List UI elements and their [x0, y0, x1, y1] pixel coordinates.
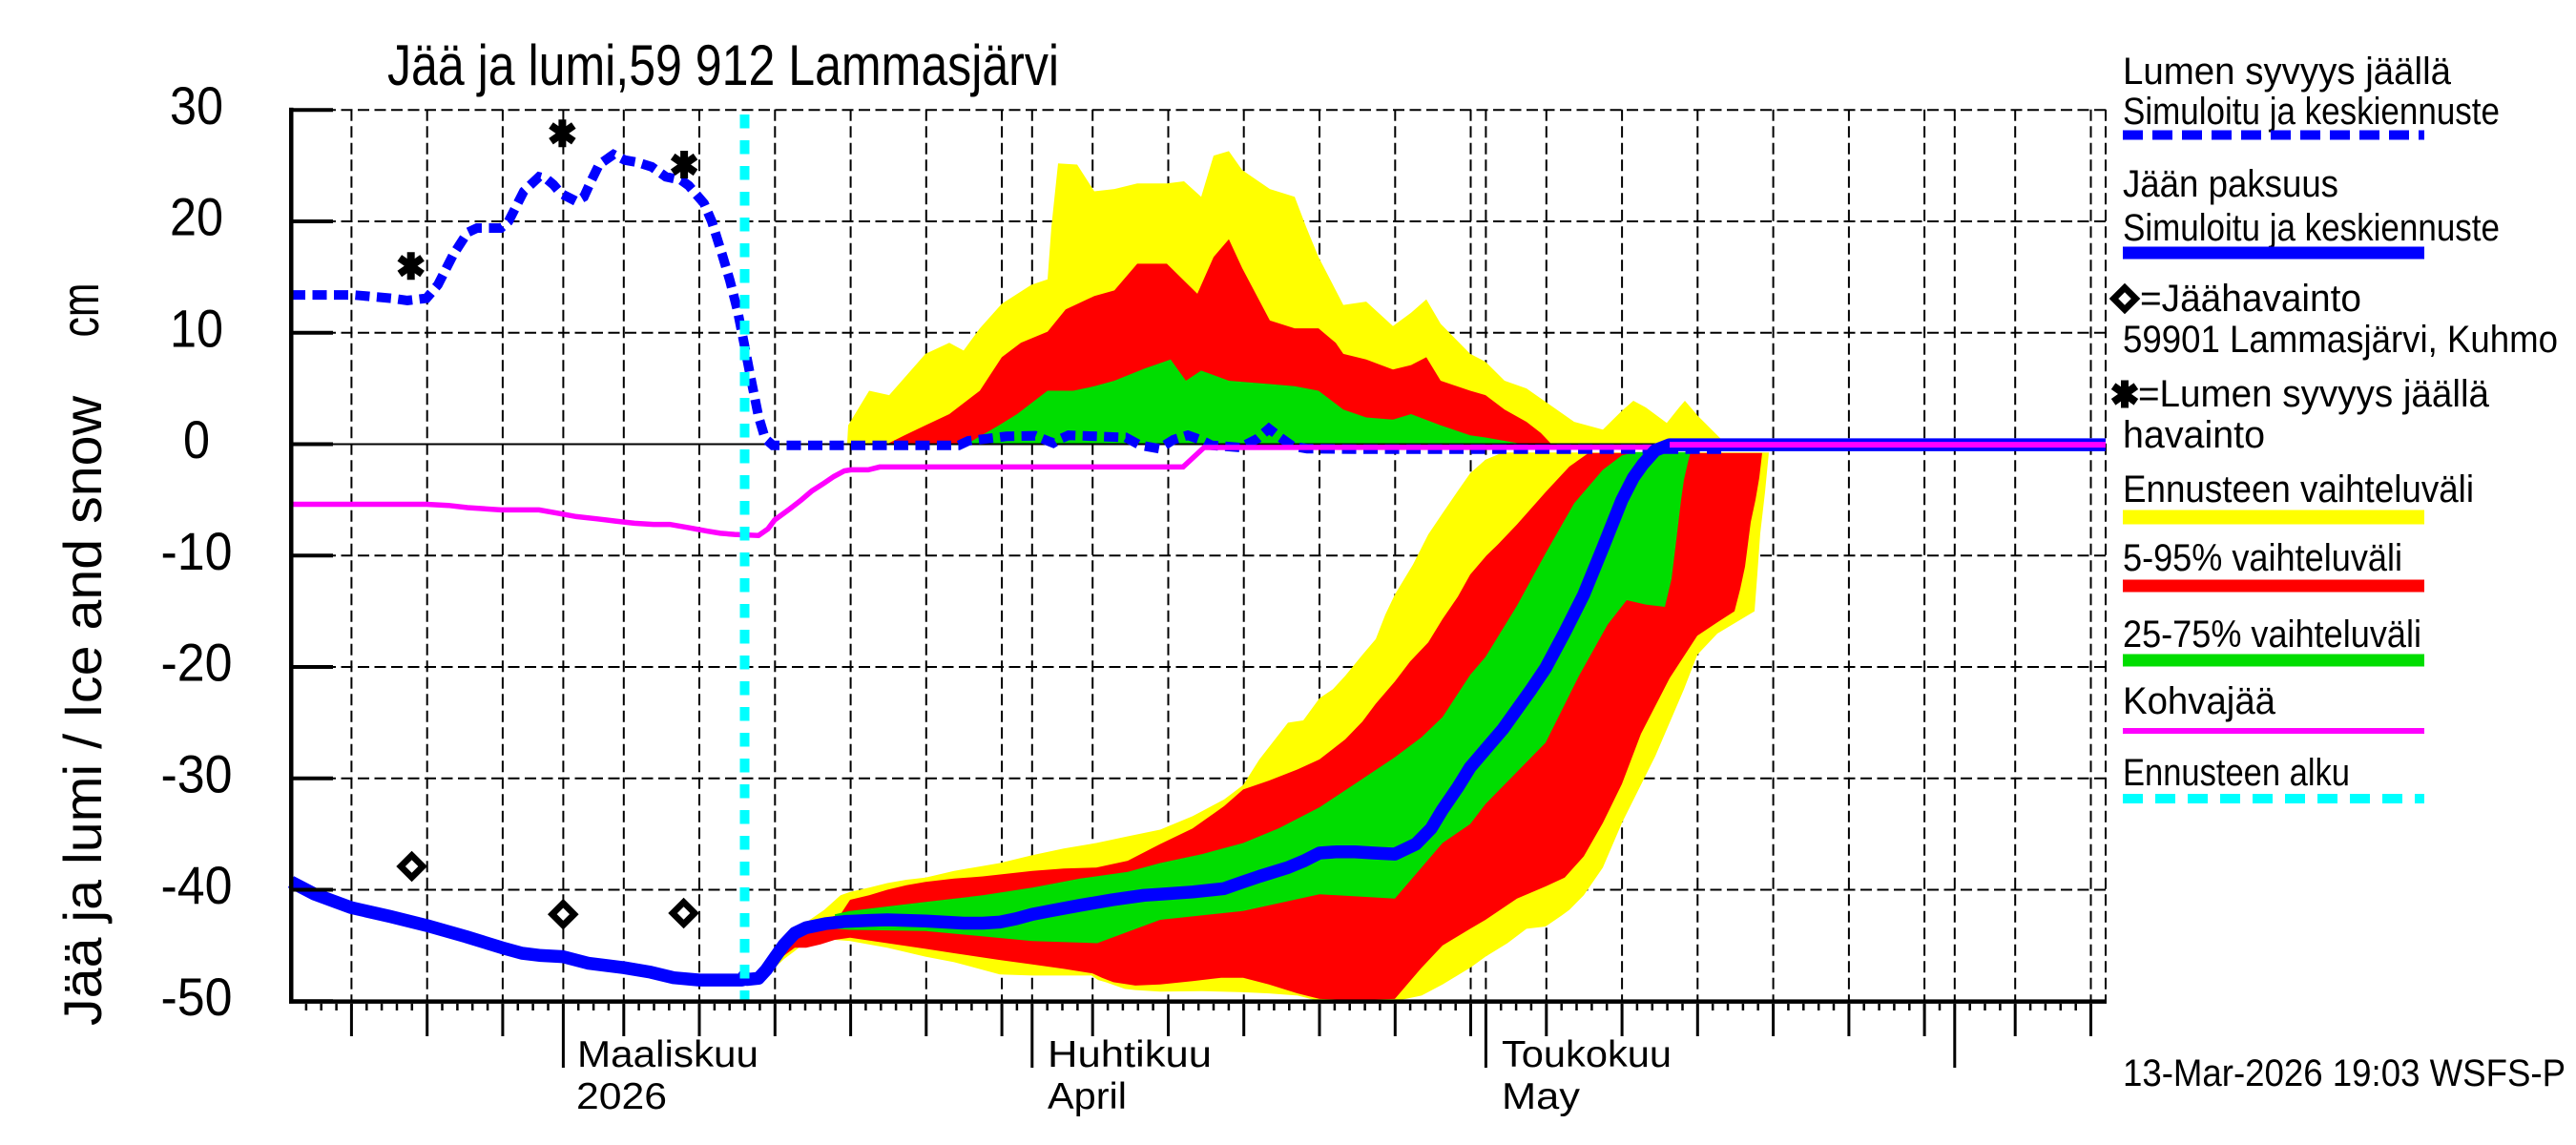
- svg-text:Ennusteen alku: Ennusteen alku: [2123, 752, 2350, 794]
- svg-text:0: 0: [183, 409, 210, 469]
- svg-text:-30: -30: [161, 743, 233, 803]
- svg-text:-50: -50: [161, 967, 233, 1027]
- svg-text:Jään paksuus: Jään paksuus: [2123, 163, 2338, 205]
- svg-text:=Lumen syvyys jäällä: =Lumen syvyys jäällä: [2138, 373, 2490, 415]
- svg-text:-10: -10: [161, 521, 233, 581]
- svg-text:-20: -20: [161, 633, 233, 693]
- svg-text:Jää ja lumi / Ice and snow: Jää ja lumi / Ice and snow: [52, 395, 113, 1026]
- svg-text:Simuloitu ja keskiennuste: Simuloitu ja keskiennuste: [2123, 91, 2500, 133]
- svg-text:Huhtikuu: Huhtikuu: [1048, 1034, 1212, 1075]
- svg-text:Maaliskuu: Maaliskuu: [577, 1034, 758, 1075]
- svg-text:May: May: [1502, 1076, 1581, 1117]
- svg-text:2026: 2026: [576, 1076, 667, 1117]
- svg-text:havainto: havainto: [2123, 414, 2265, 456]
- svg-text:10: 10: [170, 298, 223, 358]
- svg-text:cm: cm: [50, 283, 110, 338]
- svg-text:5-95% vaihteluväli: 5-95% vaihteluväli: [2123, 537, 2402, 579]
- svg-text:20: 20: [170, 187, 223, 247]
- svg-text:13-Mar-2026 19:03 WSFS-P: 13-Mar-2026 19:03 WSFS-P: [2123, 1052, 2566, 1094]
- svg-text:April: April: [1048, 1076, 1127, 1117]
- svg-text:25-75% vaihteluväli: 25-75% vaihteluväli: [2123, 614, 2421, 656]
- svg-text:Lumen syvyys jäällä: Lumen syvyys jäällä: [2123, 51, 2452, 93]
- svg-text:Jää ja lumi,59 912 Lammasjärvi: Jää ja lumi,59 912 Lammasjärvi: [387, 33, 1059, 97]
- svg-text:-40: -40: [161, 855, 233, 915]
- svg-text:Toukokuu: Toukokuu: [1502, 1034, 1672, 1075]
- svg-text:30: 30: [170, 75, 223, 135]
- svg-text:Kohvajää: Kohvajää: [2123, 680, 2276, 722]
- svg-text:Simuloitu ja keskiennuste: Simuloitu ja keskiennuste: [2123, 207, 2500, 249]
- svg-text:Ennusteen vaihteluväli: Ennusteen vaihteluväli: [2123, 468, 2474, 510]
- svg-text:=Jäähavainto: =Jäähavainto: [2140, 278, 2361, 320]
- svg-text:59901 Lammasjärvi, Kuhmo: 59901 Lammasjärvi, Kuhmo: [2123, 319, 2558, 361]
